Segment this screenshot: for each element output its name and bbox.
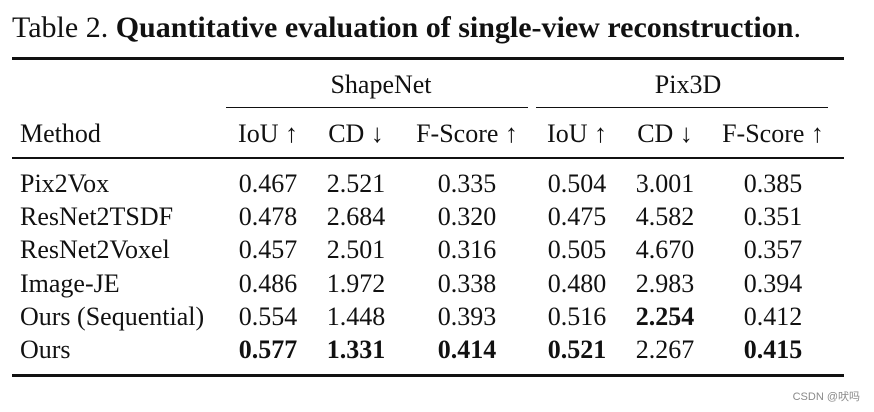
table-cell: 0.480	[547, 269, 607, 298]
table-cell: 0.338	[437, 269, 497, 298]
row-method: ResNet2TSDF	[20, 202, 174, 231]
table-cell: 0.412	[743, 302, 803, 331]
table-cell: 0.385	[743, 169, 803, 198]
column-header: CD ↓	[637, 119, 693, 148]
table-cell: 0.475	[547, 202, 607, 231]
row-method: ResNet2Voxel	[20, 235, 170, 264]
table-cell: 0.467	[238, 169, 298, 198]
group-rule-shapenet	[226, 107, 528, 108]
table-cell: 2.983	[635, 269, 695, 298]
table-cell: 0.457	[238, 235, 298, 264]
table-cell: 0.516	[547, 302, 607, 331]
column-header: F-Score ↑	[722, 119, 824, 148]
table-cell: 2.267	[635, 335, 695, 364]
table-cell: 0.335	[437, 169, 497, 198]
table-cell: 0.504	[547, 169, 607, 198]
table-cell: 0.393	[437, 302, 497, 331]
table-cell: 0.505	[547, 235, 607, 264]
row-method: Ours (Sequential)	[20, 302, 205, 331]
caption-label: Table 2.	[12, 11, 109, 44]
header-rule	[12, 157, 844, 159]
table-cell: 0.394	[743, 269, 803, 298]
table-cell: 0.351	[743, 202, 803, 231]
bottom-rule	[12, 374, 844, 377]
table-cell: 4.582	[635, 202, 695, 231]
table-cell: 0.521	[547, 335, 607, 364]
table-cell: 2.254	[635, 302, 695, 331]
table-cell: 0.577	[238, 335, 298, 364]
table-cell: 2.501	[326, 235, 386, 264]
row-method: Image-JE	[20, 269, 120, 298]
table-cell: 3.001	[635, 169, 695, 198]
column-header: IoU ↑	[238, 119, 298, 148]
table-cell: 1.331	[326, 335, 386, 364]
top-rule	[12, 57, 844, 60]
table-cell: 0.316	[437, 235, 497, 264]
column-header-method: Method	[20, 119, 101, 148]
table-cell: 0.415	[743, 335, 803, 364]
group-rule-pix3d	[536, 107, 828, 108]
group-header-pix3d: Pix3D	[654, 70, 722, 99]
table-cell: 0.478	[238, 202, 298, 231]
table-cell: 0.414	[437, 335, 497, 364]
table-cell: 1.448	[326, 302, 386, 331]
table-cell: 2.521	[326, 169, 386, 198]
table-caption: Table 2. Quantitative evaluation of sing…	[12, 8, 801, 48]
row-method: Ours	[20, 335, 71, 364]
caption-end: .	[793, 11, 801, 44]
table-cell: 0.357	[743, 235, 803, 264]
column-header: CD ↓	[328, 119, 384, 148]
column-header: IoU ↑	[547, 119, 607, 148]
table-cell: 0.486	[238, 269, 298, 298]
row-method: Pix2Vox	[20, 169, 110, 198]
table-cell: 0.554	[238, 302, 298, 331]
caption-title: Quantitative evaluation of single-view r…	[115, 11, 794, 44]
table-cell: 2.684	[326, 202, 386, 231]
table-cell: 4.670	[635, 235, 695, 264]
watermark: CSDN @吠吗	[792, 391, 860, 403]
table-cell: 0.320	[437, 202, 497, 231]
table-cell: 1.972	[326, 269, 386, 298]
group-header-shapenet: ShapeNet	[330, 70, 432, 99]
column-header: F-Score ↑	[416, 119, 518, 148]
